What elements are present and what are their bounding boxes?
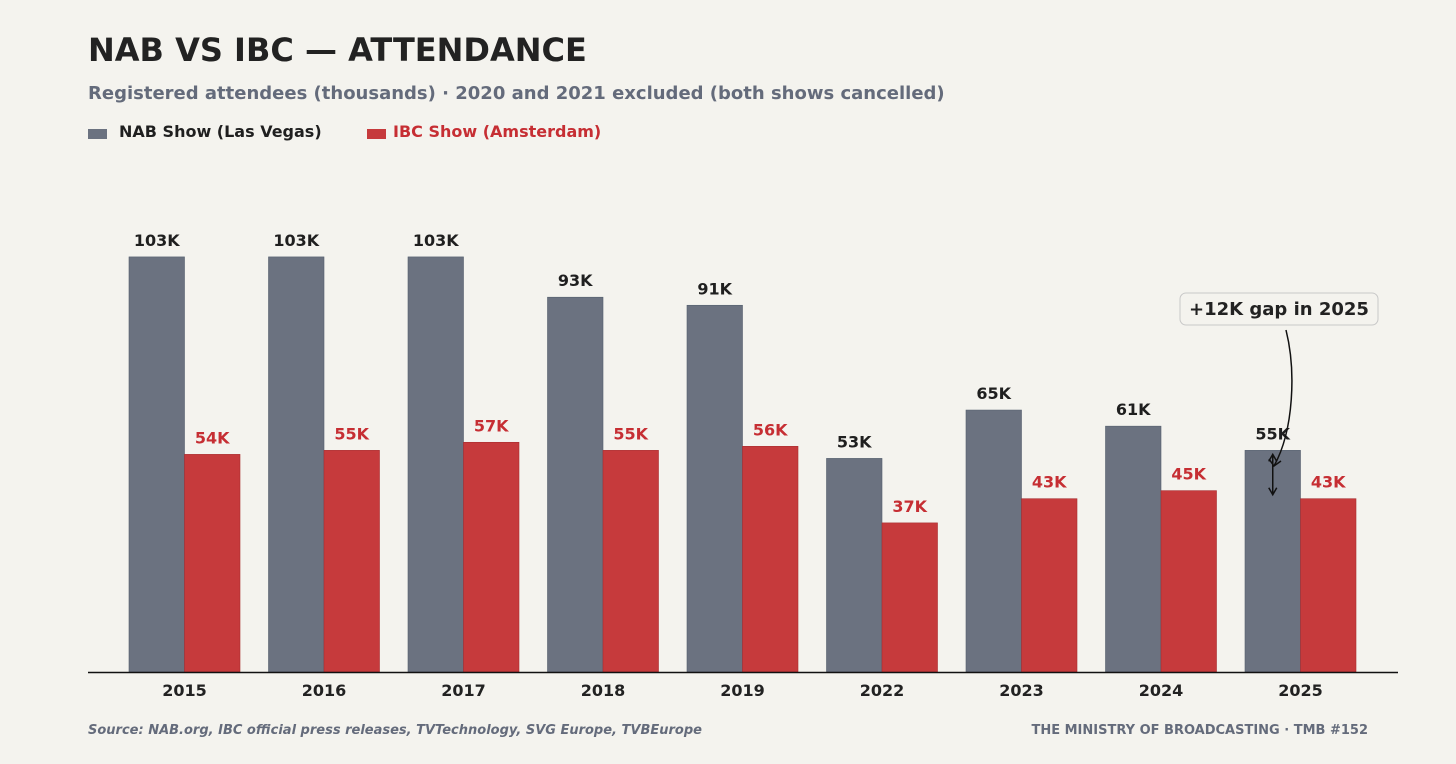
bar-nab-2017 (407, 256, 464, 673)
legend-swatch-nab (88, 129, 107, 139)
x-tick-2024: 2024 (1139, 681, 1184, 700)
bar-ibc-2015 (184, 454, 241, 673)
legend-label-nab: NAB Show (Las Vegas) (119, 122, 322, 141)
data-label-ibc-2016: 55K (334, 424, 369, 443)
data-label-nab-2016: 103K (273, 231, 319, 250)
bar-nab-2024 (1105, 425, 1162, 673)
source-note: Source: NAB.org, IBC official press rele… (88, 723, 702, 738)
bar-nab-2023 (965, 409, 1022, 673)
legend: NAB Show (Las Vegas) IBC Show (Amsterdam… (88, 122, 601, 141)
data-label-ibc-2024: 45K (1171, 465, 1206, 484)
data-label-ibc-2018: 55K (613, 424, 648, 443)
x-tick-2018: 2018 (581, 681, 626, 700)
annotation: +12K gap in 2025 (1179, 292, 1379, 497)
bar-nab-2015 (128, 256, 185, 673)
chart-subtitle: Registered attendees (thousands) · 2020 … (88, 83, 945, 104)
x-tick-2016: 2016 (302, 681, 347, 700)
x-tick-2025: 2025 (1278, 681, 1323, 700)
gap-arrow-heads (1268, 452, 1278, 497)
data-label-nab-2024: 61K (1116, 400, 1151, 419)
x-tick-2023: 2023 (999, 681, 1044, 700)
bar-nab-2018 (547, 296, 604, 673)
bar-ibc-2024 (1160, 490, 1217, 673)
annotation-arrowhead (1268, 458, 1282, 468)
bar-ibc-2023 (1021, 498, 1078, 673)
bar-ibc-2022 (881, 522, 938, 673)
data-label-ibc-2025: 43K (1311, 473, 1346, 492)
data-label-nab-2025: 55K (1255, 424, 1290, 443)
bar-ibc-2019 (742, 446, 799, 673)
annotation-arrow (1273, 329, 1293, 467)
x-tick-2015: 2015 (162, 681, 207, 700)
data-label-nab-2017: 103K (413, 231, 459, 250)
x-ticks: 2015 2016 2017 2018 2019 2022 2023 2024 2025 (162, 681, 1323, 700)
legend-swatch-ibc (367, 129, 386, 139)
x-tick-2017: 2017 (441, 681, 486, 700)
data-label-nab-2019: 91K (697, 279, 732, 298)
bar-ibc-2018 (602, 450, 659, 673)
data-label-nab-2022: 53K (837, 432, 872, 451)
data-label-nab-2018: 93K (558, 271, 593, 290)
bar-ibc-2025 (1300, 498, 1357, 673)
bar-nab-2016 (268, 256, 325, 673)
bar-ibc-2016 (323, 450, 380, 673)
bars: 103K 54K 103K 55K 103K 57K 93K 55K 91K 56K 53K 37K 6… (128, 231, 1357, 673)
data-label-ibc-2019: 56K (753, 420, 788, 439)
data-label-nab-2023: 65K (976, 384, 1011, 403)
x-tick-2022: 2022 (860, 681, 905, 700)
data-label-ibc-2023: 43K (1032, 473, 1067, 492)
credit: THE MINISTRY OF BROADCASTING · TMB #152 (1031, 723, 1368, 738)
bar-nab-2019 (686, 304, 743, 673)
data-label-ibc-2017: 57K (474, 416, 509, 435)
bar-ibc-2017 (463, 441, 520, 673)
annotation-box (1179, 292, 1379, 326)
data-label-ibc-2022: 37K (892, 497, 927, 516)
x-tick-2019: 2019 (720, 681, 765, 700)
data-label-nab-2015: 103K (134, 231, 180, 250)
data-label-ibc-2015: 54K (195, 428, 230, 447)
annotation-text: +12K gap in 2025 (1189, 299, 1369, 320)
gap-double-arrow (1268, 452, 1278, 497)
chart-title: NAB VS IBC — ATTENDANCE (88, 31, 587, 69)
bar-nab-2022 (826, 458, 883, 673)
legend-label-ibc: IBC Show (Amsterdam) (393, 122, 601, 141)
